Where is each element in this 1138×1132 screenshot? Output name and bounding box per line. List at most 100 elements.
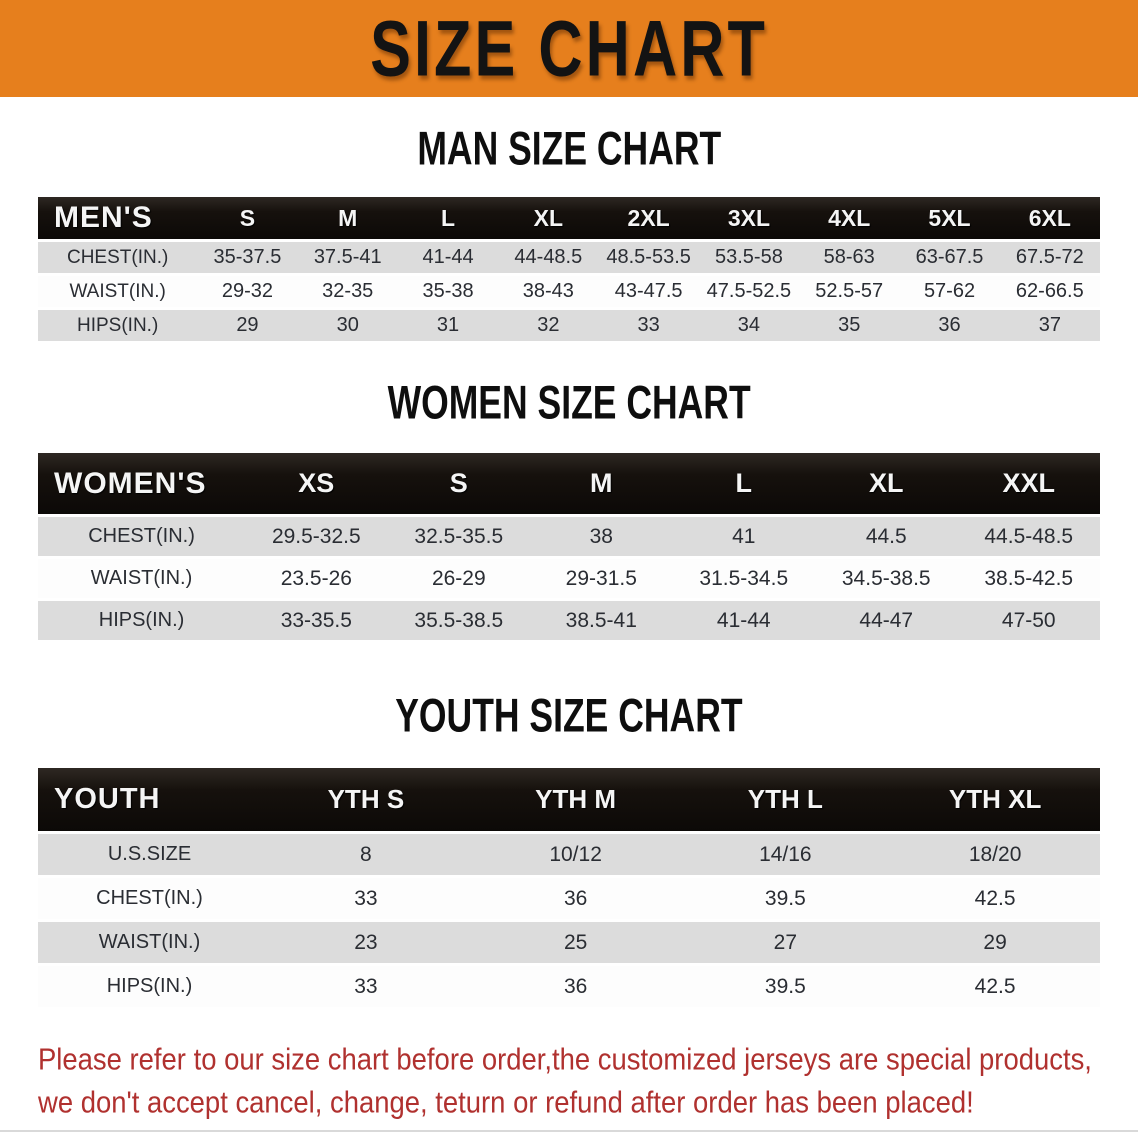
women-size-table: WOMEN'S XS S M L XL XXL CHEST(IN.) 29.5-32.5 32.5… <box>38 450 1100 643</box>
youth-size-table: YOUTH YTH S YTH M YTH L YTH XL U.S.SIZE 8 10/12… <box>38 765 1100 1010</box>
size-value-cell: 29 <box>890 922 1100 963</box>
measurement-label: CHEST(IN.) <box>38 878 262 919</box>
size-value-cell: 47.5-52.5 <box>698 276 800 307</box>
table-group-label: YOUTH <box>38 768 262 831</box>
size-value-cell: 33-35.5 <box>245 601 388 640</box>
measurement-label: HIPS(IN.) <box>38 601 246 640</box>
size-value-cell: 36 <box>470 966 681 1007</box>
size-value-cell: 32 <box>498 310 599 341</box>
size-value-cell: 41-44 <box>397 242 499 273</box>
size-value-cell: 29 <box>197 310 298 341</box>
size-column-header: XL <box>498 197 599 239</box>
size-value-cell: 31.5-34.5 <box>672 559 816 598</box>
size-value-cell: 42.5 <box>890 878 1100 919</box>
section-women: WOMEN SIZE CHART WOMEN'S XS S M L XL XXL CHEST(… <box>0 344 1138 643</box>
size-value-cell: 10/12 <box>470 834 681 875</box>
size-value-cell: 25 <box>470 922 681 963</box>
size-column-header: L <box>672 453 816 514</box>
size-chart-sections: MAN SIZE CHART MEN'S S M L XL 2XL 3XL 4XL 5XL 6XL… <box>0 97 1138 1010</box>
size-value-cell: 48.5-53.5 <box>598 242 699 273</box>
size-value-cell: 38 <box>530 517 673 556</box>
size-value-cell: 8 <box>261 834 471 875</box>
table-row: U.S.SIZE 8 10/12 14/16 18/20 <box>38 834 1100 875</box>
measurement-label: HIPS(IN.) <box>38 310 198 341</box>
size-value-cell: 26-29 <box>387 559 531 598</box>
size-column-header: YTH L <box>680 768 891 831</box>
table-group-label: WOMEN'S <box>38 453 246 514</box>
table-group-label: MEN'S <box>38 197 198 239</box>
banner: SIZE CHART <box>0 0 1138 97</box>
size-value-cell: 35-38 <box>397 276 499 307</box>
size-value-cell: 32.5-35.5 <box>387 517 531 556</box>
disclaimer: Please refer to our size chart before or… <box>38 1038 1100 1125</box>
size-value-cell: 39.5 <box>680 966 891 1007</box>
size-column-header: XXL <box>957 453 1100 514</box>
size-value-cell: 32-35 <box>297 276 398 307</box>
size-value-cell: 31 <box>397 310 499 341</box>
size-value-cell: 43-47.5 <box>598 276 699 307</box>
size-value-cell: 30 <box>297 310 398 341</box>
size-column-header: M <box>530 453 673 514</box>
measurement-label: HIPS(IN.) <box>38 966 262 1007</box>
disclaimer-line-1: Please refer to our size chart before or… <box>38 1042 1092 1077</box>
size-column-header: M <box>297 197 398 239</box>
table-header-row: WOMEN'S XS S M L XL XXL <box>38 453 1100 514</box>
youth-section-heading: YOUTH SIZE CHART <box>395 689 743 742</box>
size-value-cell: 39.5 <box>680 878 891 919</box>
size-value-cell: 62-66.5 <box>999 276 1100 307</box>
size-column-header: 2XL <box>598 197 699 239</box>
size-value-cell: 29-31.5 <box>530 559 673 598</box>
size-value-cell: 18/20 <box>890 834 1100 875</box>
size-value-cell: 44-48.5 <box>498 242 599 273</box>
size-column-header: XS <box>245 453 388 514</box>
table-header-row: YOUTH YTH S YTH M YTH L YTH XL <box>38 768 1100 831</box>
section-youth: YOUTH SIZE CHART YOUTH YTH S YTH M YTH L YTH… <box>0 643 1138 1010</box>
size-column-header: YTH M <box>470 768 681 831</box>
measurement-label: CHEST(IN.) <box>38 242 198 273</box>
table-row: CHEST(IN.) 33 36 39.5 42.5 <box>38 878 1100 919</box>
size-value-cell: 52.5-57 <box>799 276 900 307</box>
size-column-header: S <box>197 197 298 239</box>
banner-title: SIZE CHART <box>370 4 768 93</box>
table-row: HIPS(IN.) 33 36 39.5 42.5 <box>38 966 1100 1007</box>
size-value-cell: 34 <box>698 310 800 341</box>
measurement-label: U.S.SIZE <box>38 834 262 875</box>
size-column-header: YTH XL <box>890 768 1100 831</box>
table-row: WAIST(IN.) 23.5-26 26-29 29-31.5 31.5-34.5 34… <box>38 559 1100 598</box>
table-row: CHEST(IN.) 29.5-32.5 32.5-35.5 38 41 44.5 44.5… <box>38 517 1100 556</box>
size-value-cell: 29.5-32.5 <box>245 517 388 556</box>
size-column-header: YTH S <box>261 768 471 831</box>
size-column-header: L <box>397 197 499 239</box>
size-value-cell: 47-50 <box>957 601 1100 640</box>
size-value-cell: 36 <box>470 878 681 919</box>
size-value-cell: 33 <box>598 310 699 341</box>
measurement-label: CHEST(IN.) <box>38 517 246 556</box>
size-value-cell: 35-37.5 <box>197 242 298 273</box>
size-value-cell: 38-43 <box>498 276 599 307</box>
section-men: MAN SIZE CHART MEN'S S M L XL 2XL 3XL 4XL 5XL 6XL… <box>0 97 1138 344</box>
size-column-header: 5XL <box>899 197 1000 239</box>
table-row: HIPS(IN.) 29 30 31 32 33 34 35 36 37 <box>38 310 1100 341</box>
size-column-header: 4XL <box>799 197 900 239</box>
table-row: CHEST(IN.) 35-37.5 37.5-41 41-44 44-48.5 48.5… <box>38 242 1100 273</box>
size-value-cell: 42.5 <box>890 966 1100 1007</box>
size-value-cell: 29-32 <box>197 276 298 307</box>
table-row: WAIST(IN.) 23 25 27 29 <box>38 922 1100 963</box>
size-value-cell: 36 <box>899 310 1000 341</box>
measurement-label: WAIST(IN.) <box>38 559 246 598</box>
size-value-cell: 37 <box>999 310 1100 341</box>
size-value-cell: 33 <box>261 966 471 1007</box>
size-value-cell: 34.5-38.5 <box>815 559 958 598</box>
size-value-cell: 35.5-38.5 <box>387 601 531 640</box>
size-value-cell: 38.5-42.5 <box>957 559 1100 598</box>
size-value-cell: 44-47 <box>815 601 958 640</box>
men-size-table: MEN'S S M L XL 2XL 3XL 4XL 5XL 6XL CHEST(IN.) 35-37… <box>38 194 1100 344</box>
size-column-header: 3XL <box>698 197 800 239</box>
size-value-cell: 44.5 <box>815 517 958 556</box>
size-value-cell: 63-67.5 <box>899 242 1000 273</box>
size-column-header: 6XL <box>999 197 1100 239</box>
size-value-cell: 67.5-72 <box>999 242 1100 273</box>
size-value-cell: 41 <box>672 517 816 556</box>
size-value-cell: 33 <box>261 878 471 919</box>
